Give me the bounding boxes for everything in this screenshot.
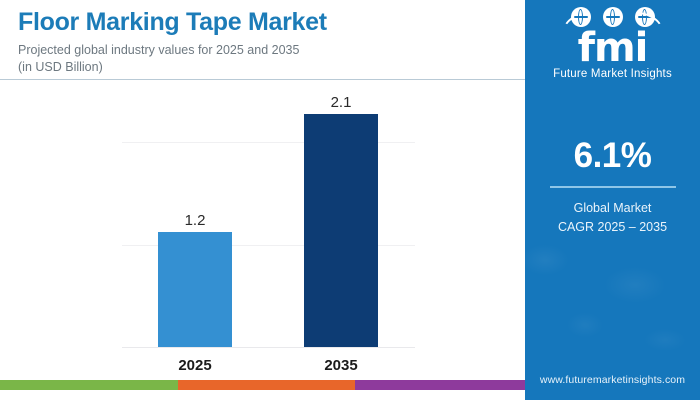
cagr-block: 6.1% Global Market CAGR 2025 – 2035 [525, 138, 700, 237]
gridline-upper [122, 142, 415, 143]
header-divider [0, 79, 525, 80]
category-label-2035: 2035 [324, 357, 358, 374]
globe-icon-3 [634, 7, 655, 27]
website-url[interactable]: www.futuremarketinsights.com [539, 374, 686, 386]
chart-baseline [122, 347, 415, 348]
strip-segment-orange [178, 380, 355, 390]
chart-main-area: Floor Marking Tape Market Projected glob… [0, 8, 525, 390]
header-block: Floor Marking Tape Market Projected glob… [18, 8, 513, 76]
bar-value-2035: 2.1 [330, 94, 352, 111]
strip-segment-purple [355, 380, 525, 390]
cagr-divider [549, 186, 676, 188]
brand-side-panel: fmi Future Market Insights 6.1% Global M… [525, 0, 700, 400]
globe-icon-1 [570, 7, 591, 27]
fmi-logo: fmi Future Market Insights [525, 6, 700, 80]
page-title: Floor Marking Tape Market [18, 8, 327, 36]
fmi-wordmark: fmi [577, 25, 649, 71]
fmi-tagline: Future Market Insights [553, 68, 672, 80]
bar-chart-plot: 1.2 2.1 2025 2035 [0, 85, 525, 385]
strip-segment-green [0, 380, 178, 390]
gridline-middle [122, 245, 415, 246]
bottom-color-strip [0, 380, 525, 390]
cagr-value: 6.1% [573, 136, 652, 175]
globe-icon-2 [602, 7, 623, 27]
page-subtitle: Projected global industry values for 202… [18, 42, 300, 74]
bar-2035 [304, 114, 378, 347]
category-label-2025: 2025 [178, 357, 212, 374]
bar-value-2025: 1.2 [184, 212, 206, 229]
cagr-caption-line2: CAGR 2025 – 2035 [557, 219, 668, 234]
bar-2025 [158, 232, 232, 347]
cagr-caption-line1: Global Market [573, 201, 652, 215]
globe-icons-group [560, 6, 665, 39]
